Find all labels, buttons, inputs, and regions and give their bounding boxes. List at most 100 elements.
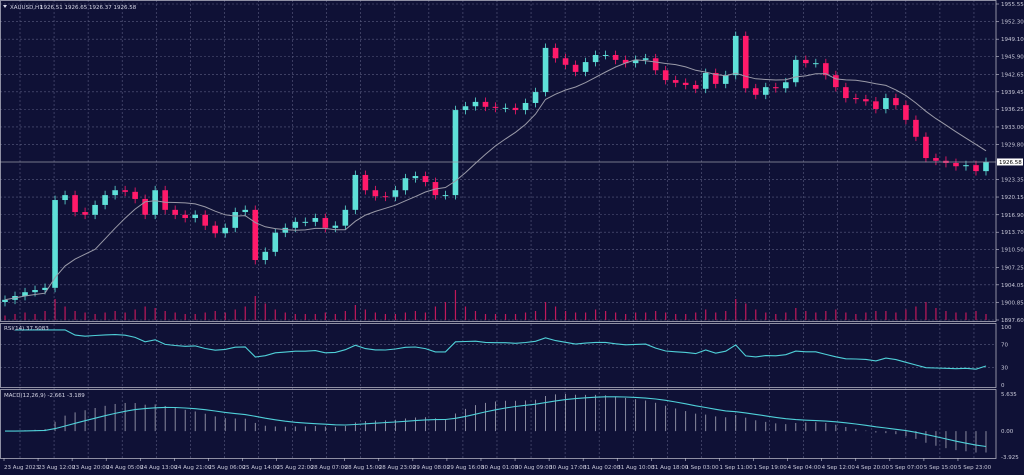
time-label: 4 Sep 20:00 <box>856 465 890 471</box>
time-label: 24 Aug 21:00 <box>174 465 212 471</box>
rsi-label: RSI(14) 37.5083 <box>4 326 49 332</box>
bull-candle <box>152 190 158 215</box>
bear-candle <box>953 162 959 167</box>
time-label: 31 Aug 02:00 <box>583 465 621 471</box>
time-label: 28 Aug 23:00 <box>379 465 417 471</box>
bear-candle <box>893 98 899 106</box>
bear-candle <box>382 196 389 198</box>
time-label: 28 Aug 07:00 <box>311 465 349 471</box>
bear-candle <box>873 101 879 109</box>
bull-candle <box>242 209 249 213</box>
volume-bars <box>4 290 987 320</box>
bull-candle <box>282 227 289 233</box>
bull-candle <box>32 290 38 293</box>
bull-candle <box>412 176 419 179</box>
bull-candle <box>112 190 118 196</box>
bull-candle <box>62 195 68 201</box>
price-label: 1945.90 <box>1001 55 1024 61</box>
current-price-box <box>997 158 1023 166</box>
bear-candle <box>422 176 429 183</box>
bear-candle <box>552 47 559 59</box>
time-label: 5 Sep 07:00 <box>890 465 924 471</box>
panel-frames <box>0 0 997 459</box>
time-label: 29 Aug 16:00 <box>447 465 485 471</box>
price-label: 1929.80 <box>1001 142 1024 148</box>
bear-candle <box>252 209 259 261</box>
bear-candle <box>833 75 839 88</box>
bear-candle <box>562 58 569 65</box>
time-label: 23 Aug 20:00 <box>72 465 110 471</box>
main-panel-frame <box>0 0 997 322</box>
time-label: 1 Sep 19:00 <box>754 465 788 471</box>
time-label: 23 Aug 2023 <box>4 465 40 471</box>
bear-candle <box>82 212 88 215</box>
bear-candle <box>692 84 699 89</box>
bull-candle <box>542 47 549 93</box>
macd-panel-frame <box>0 389 997 459</box>
time-label: 28 Aug 15:00 <box>345 465 383 471</box>
time-label: 24 Aug 13:00 <box>140 465 178 471</box>
chart-menu-triangle-icon[interactable] <box>3 5 7 8</box>
bear-candle <box>933 158 939 161</box>
bear-candle <box>142 198 148 215</box>
rsi-axis-label: 0 <box>1001 383 1005 389</box>
price-label: 1913.70 <box>1001 230 1024 236</box>
bear-candle <box>482 101 489 107</box>
bear-candle <box>803 59 809 64</box>
bull-candle <box>192 214 198 219</box>
rsi-panel <box>0 329 996 370</box>
time-label: 31 Aug 18:00 <box>651 465 689 471</box>
price-label: 1942.65 <box>1001 72 1024 78</box>
bull-candle <box>102 195 108 205</box>
bull-candle <box>722 75 729 84</box>
bull-candle <box>782 82 789 89</box>
price-label: 1907.25 <box>1001 265 1024 271</box>
bull-candle <box>983 161 989 172</box>
bull-candle <box>302 221 309 223</box>
bear-candle <box>622 59 629 64</box>
time-label: 25 Aug 06:00 <box>208 465 246 471</box>
rsi-axis-label: 30 <box>1001 366 1008 372</box>
bear-candle <box>712 72 719 84</box>
time-label: 4 Sep 12:00 <box>822 465 856 471</box>
price-label: 1904.05 <box>1001 283 1024 289</box>
bear-candle <box>372 190 379 197</box>
bear-candle <box>742 35 749 89</box>
bull-candle <box>2 299 8 303</box>
bear-candle <box>512 107 519 111</box>
price-label: 1949.10 <box>1001 37 1024 43</box>
bear-candle <box>132 191 138 199</box>
bear-candle <box>612 54 619 60</box>
bear-candle <box>863 99 869 102</box>
bear-candle <box>843 87 849 99</box>
time-label: 1 Sep 11:00 <box>719 465 753 471</box>
bull-candle <box>92 204 98 215</box>
rsi-panel-frame <box>0 323 997 388</box>
bull-candle <box>642 58 649 60</box>
bull-candle <box>883 98 889 109</box>
time-label: 23 Aug 12:00 <box>38 465 76 471</box>
bear-candle <box>182 214 188 219</box>
bull-candle <box>52 200 58 288</box>
current-price-label: 1926.58 <box>999 160 1022 166</box>
time-label: 5 Sep 23:00 <box>958 465 992 471</box>
bear-candle <box>322 218 329 228</box>
bear-candle <box>362 174 369 191</box>
bull-candle <box>442 195 449 197</box>
time-label: 30 Aug 01:00 <box>481 465 519 471</box>
time-label: 24 Aug 05:00 <box>106 465 144 471</box>
bull-candle <box>272 232 279 252</box>
time-label: 25 Aug 22:00 <box>277 465 315 471</box>
bull-candle <box>262 251 269 261</box>
bull-candle <box>402 178 409 191</box>
price-label: 1933.00 <box>1001 125 1024 131</box>
time-label: 30 Aug 09:00 <box>515 465 553 471</box>
price-label: 1939.45 <box>1001 90 1024 96</box>
ohlc-label: 1926.51 1926.65 1926.37 1926.58 <box>40 5 137 11</box>
bull-candle <box>452 110 459 196</box>
bear-candle <box>122 190 128 192</box>
bull-candle <box>792 59 799 83</box>
time-label: 31 Aug 10:00 <box>617 465 655 471</box>
